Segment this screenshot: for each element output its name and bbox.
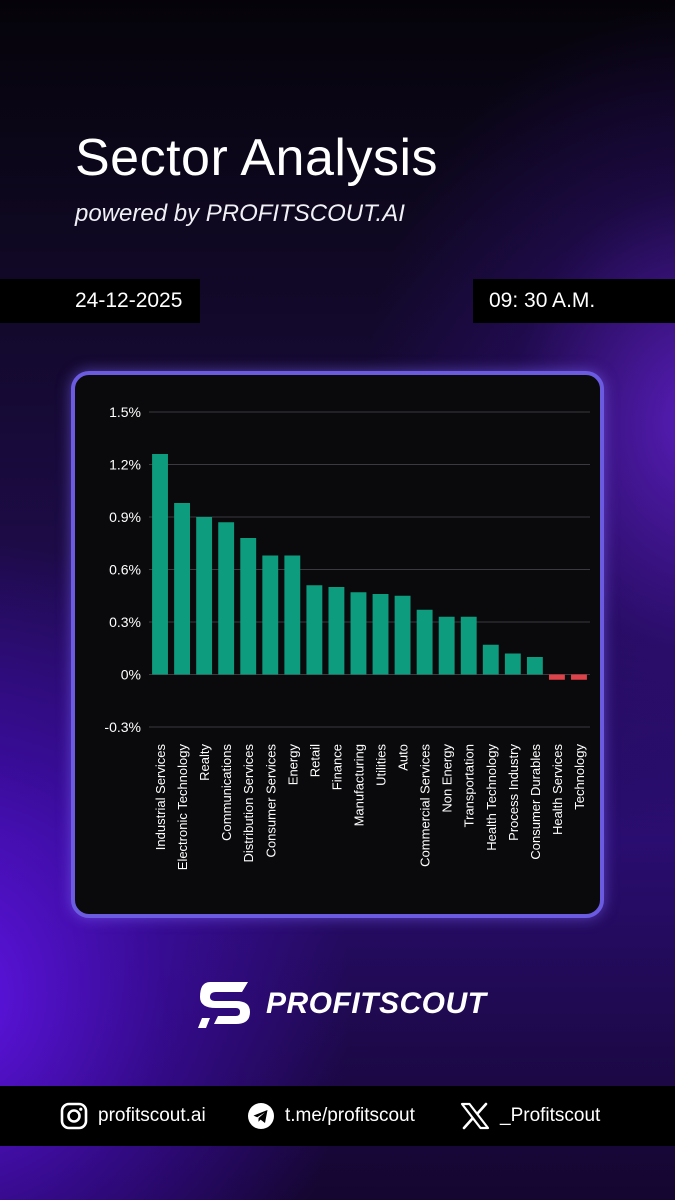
bar: [328, 587, 345, 675]
instagram-icon: [60, 1102, 88, 1130]
y-tick-label: 0.3%: [109, 614, 141, 630]
bar: [416, 609, 433, 675]
x-tick-label: Distribution Services: [241, 744, 256, 863]
x-tick-label: Process Industry: [506, 744, 521, 841]
x-tick-label: Health Services: [550, 744, 565, 836]
x-tick-label: Energy: [285, 744, 300, 786]
x-tick-label: Transportation: [462, 744, 477, 827]
social-footer: profitscout.ai t.me/profitscout _Profits…: [0, 1086, 675, 1146]
bar: [504, 653, 521, 675]
bar: [482, 644, 499, 675]
bar: [196, 517, 213, 675]
bar: [306, 585, 323, 675]
x-icon: [460, 1102, 490, 1130]
x-tick-label: Consumer Durables: [528, 744, 543, 860]
x-link[interactable]: _Profitscout: [460, 1086, 600, 1146]
sector-bar-chart: 1.5% 1.2% 0.9% 0.6% 0.3% 0% -0.3% Industrial Se…: [104, 404, 590, 871]
x-tick-label: Utilities: [374, 744, 389, 786]
instagram-handle: profitscout.ai: [98, 1105, 206, 1126]
page-title: Sector Analysis: [75, 129, 438, 187]
telegram-link[interactable]: t.me/profitscout: [247, 1086, 415, 1146]
bar: [262, 555, 279, 675]
x-tick-label: Health Technology: [484, 744, 499, 851]
telegram-handle: t.me/profitscout: [285, 1105, 415, 1126]
bar: [571, 674, 587, 680]
profitscout-logo-icon: [198, 982, 250, 1028]
y-tick-label: 0.6%: [109, 562, 141, 578]
chart-card: 1.5% 1.2% 0.9% 0.6% 0.3% 0% -0.3% Industrial Se…: [71, 371, 604, 918]
x-tick-label: Commercial Services: [418, 744, 433, 867]
date-text: 24-12-2025: [75, 289, 183, 312]
bar: [218, 522, 235, 675]
x-handle: _Profitscout: [500, 1105, 601, 1126]
bar: [284, 555, 301, 675]
y-tick-label: -0.3%: [104, 719, 141, 735]
instagram-link[interactable]: profitscout.ai: [60, 1086, 206, 1146]
x-tick-label: Manufacturing: [351, 744, 366, 826]
x-tick-label: Finance: [329, 744, 344, 790]
bar: [548, 674, 565, 680]
y-tick-label: 0.9%: [109, 509, 141, 525]
x-tick-label: Technology: [572, 744, 587, 810]
bar: [372, 594, 389, 675]
x-tick-label: Consumer Services: [263, 744, 278, 858]
y-tick-label: 0%: [121, 667, 141, 683]
x-tick-label: Electronic Technology: [175, 744, 190, 871]
telegram-icon: [248, 1103, 274, 1129]
brand-name: PROFITSCOUT: [266, 987, 487, 1020]
bar: [394, 595, 411, 675]
bar: [438, 616, 455, 675]
x-tick-label: Communications: [219, 744, 234, 841]
x-tick-label: Retail: [307, 744, 322, 777]
bar: [350, 592, 367, 675]
time-badge: 09: 30 A.M.: [473, 279, 675, 323]
y-tick-label: 1.5%: [109, 404, 141, 420]
bar: [174, 503, 191, 675]
x-tick-label: Auto: [396, 744, 411, 771]
date-badge: 24-12-2025: [0, 279, 200, 323]
time-text: 09: 30 A.M.: [489, 289, 596, 312]
bar: [460, 616, 477, 675]
x-tick-label: Realty: [197, 744, 212, 781]
x-tick-label: Non Energy: [440, 744, 455, 813]
brand: PROFITSCOUT: [196, 978, 487, 1030]
y-tick-label: 1.2%: [109, 457, 141, 473]
bar: [526, 657, 543, 675]
page-subtitle: powered by PROFITSCOUT.AI: [75, 200, 405, 227]
bar: [152, 454, 168, 675]
x-tick-label: Industrial Services: [153, 744, 168, 851]
bar: [240, 538, 257, 675]
